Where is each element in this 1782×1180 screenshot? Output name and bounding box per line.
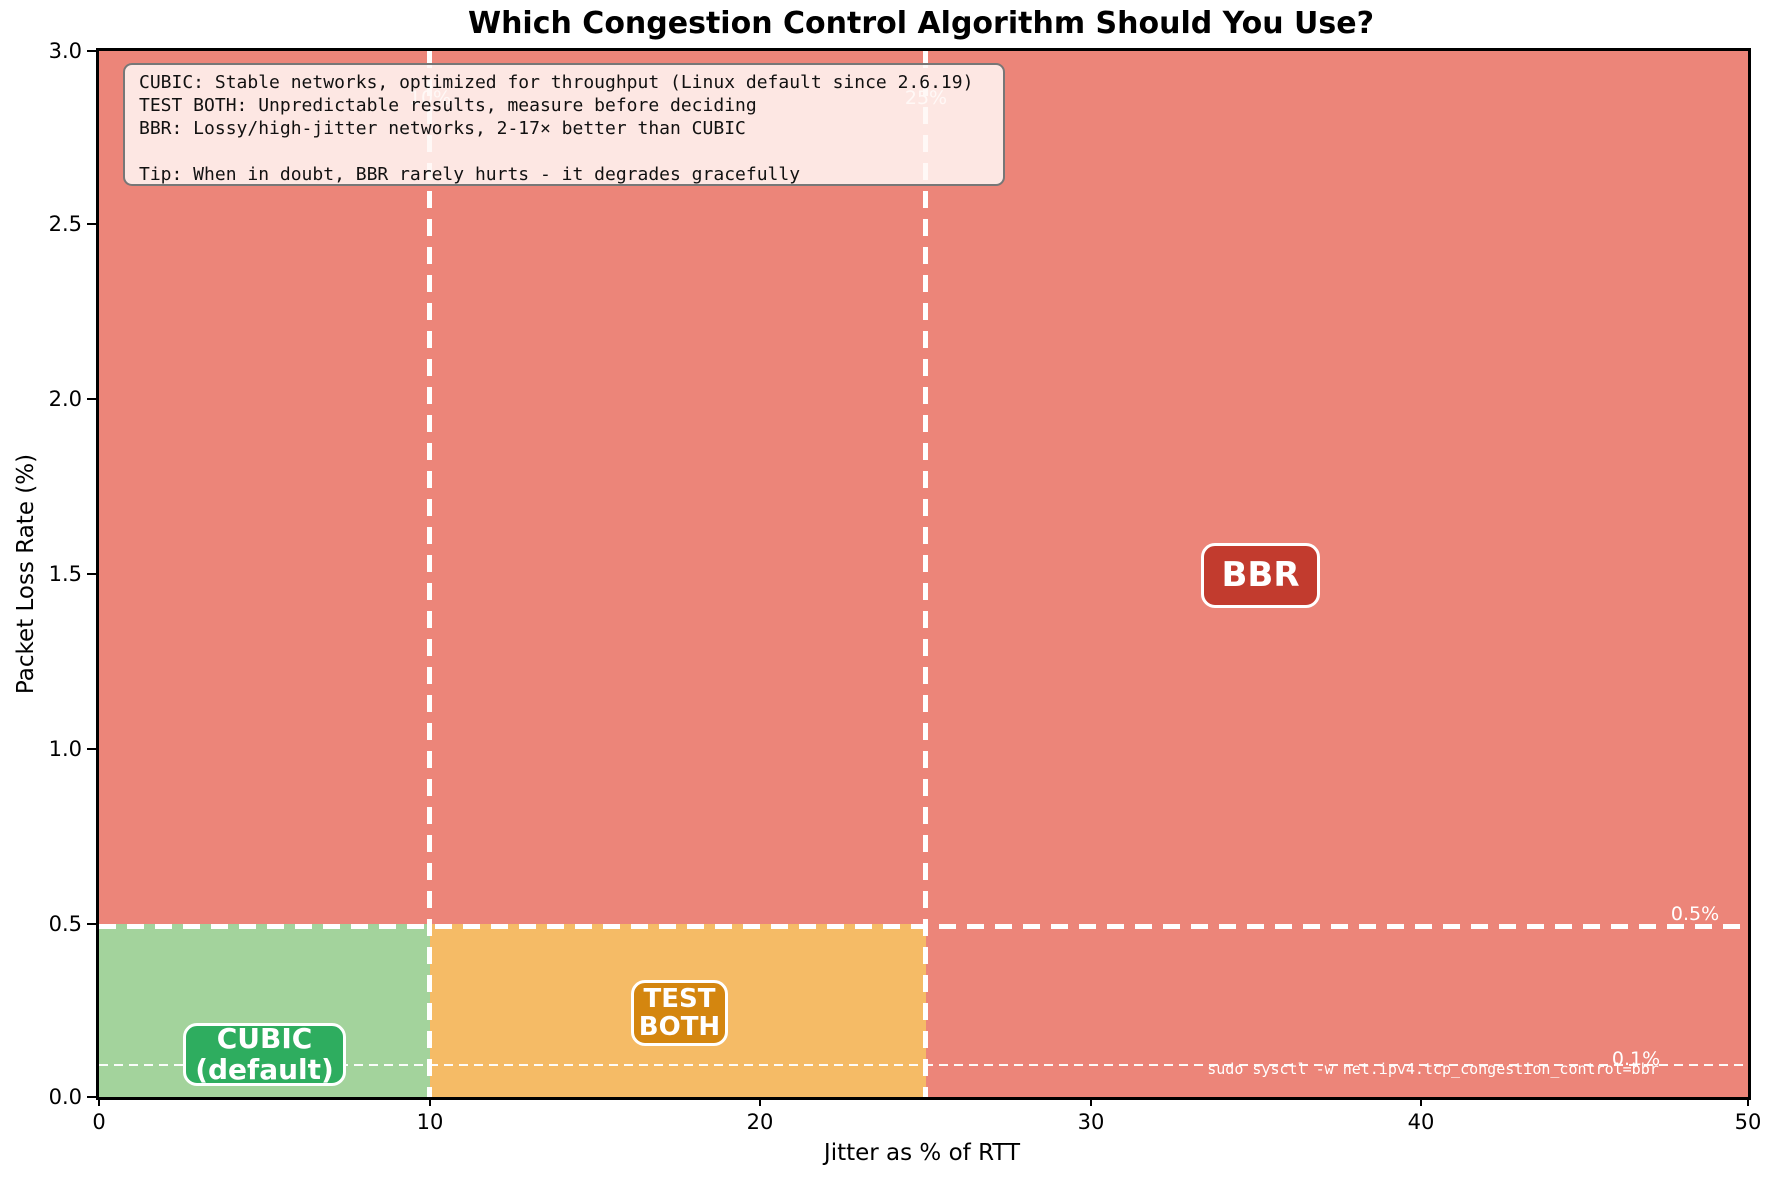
x-tick-label-10: 10 [416,1110,444,1134]
badge-cubic-line1: CUBIC [216,1022,313,1056]
x-tick-mark-30 [1090,1097,1092,1106]
x-tick-label-50: 50 [1734,1110,1762,1134]
legend-line-blank [139,140,989,163]
x-tick-mark-10 [429,1097,431,1106]
y-tick-mark-2.0 [87,398,96,400]
x-tick-mark-50 [1747,1097,1749,1106]
y-tick-mark-2.5 [87,223,96,225]
badge-cubic: CUBIC (default) [183,1023,346,1086]
x-axis-label: Jitter as % of RTT [823,1140,1021,1166]
badge-test-both-line1: TEST [643,983,716,1014]
y-tick-label-0.0: 0.0 [48,1085,82,1109]
label-loss-0.1pct: 0.1% [1611,1048,1661,1070]
y-tick-label-2.5: 2.5 [48,212,82,236]
x-tick-mark-20 [759,1097,761,1106]
y-tick-label-1.5: 1.5 [48,562,82,586]
legend-line-test-both: TEST BOTH: Unpredictable results, measur… [139,95,757,116]
label-loss-0.5pct: 0.5% [1670,903,1720,925]
x-tick-label-0: 0 [92,1110,106,1134]
vline-jitter-10 [427,51,432,1097]
y-tick-mark-0.0 [87,1096,96,1098]
sysctl-command: sudo sysctl -w net.ipv4.tcp_congestion_c… [1207,1060,1659,1078]
hline-loss-0.1 [99,1064,1748,1066]
legend-line-cubic: CUBIC: Stable networks, optimized for th… [139,72,974,93]
badge-test-both-line2: BOTH [638,1012,721,1042]
x-tick-label-40: 40 [1407,1110,1435,1134]
y-tick-mark-0.5 [87,923,96,925]
x-tick-mark-0 [98,1097,100,1106]
x-tick-mark-40 [1420,1097,1422,1106]
y-tick-label-2.0: 2.0 [48,387,82,411]
y-tick-label-0.5: 0.5 [48,912,82,936]
vline-jitter-25 [923,51,928,1097]
y-tick-mark-1.5 [87,573,96,575]
x-tick-label-20: 20 [746,1110,774,1134]
badge-bbr-label: BBR [1221,555,1300,596]
plot-area: 10% 25% 0.5% 0.1% sudo sysctl -w net.ipv… [49,39,1762,1134]
x-tick-label-30: 30 [1077,1110,1105,1134]
y-tick-label-3.0: 3.0 [48,39,82,63]
badge-test-both: TEST BOTH [631,980,728,1046]
badge-bbr: BBR [1201,543,1320,608]
badge-cubic-line2: (default) [195,1052,334,1086]
y-tick-mark-3.0 [87,50,96,52]
y-tick-label-1.0: 1.0 [48,737,82,761]
legend-box: CUBIC: Stable networks, optimized for th… [123,63,1005,186]
legend-line-tip: Tip: When in doubt, BBR rarely hurts - i… [139,164,801,185]
legend-line-bbr: BBR: Lossy/high-jitter networks, 2-17× b… [139,118,746,139]
y-tick-mark-1.0 [87,748,96,750]
hline-loss-0.5 [99,924,1748,929]
y-axis-label: Packet Loss Rate (%) [13,453,39,695]
chart-title: Which Congestion Control Algorithm Shoul… [467,6,1375,41]
